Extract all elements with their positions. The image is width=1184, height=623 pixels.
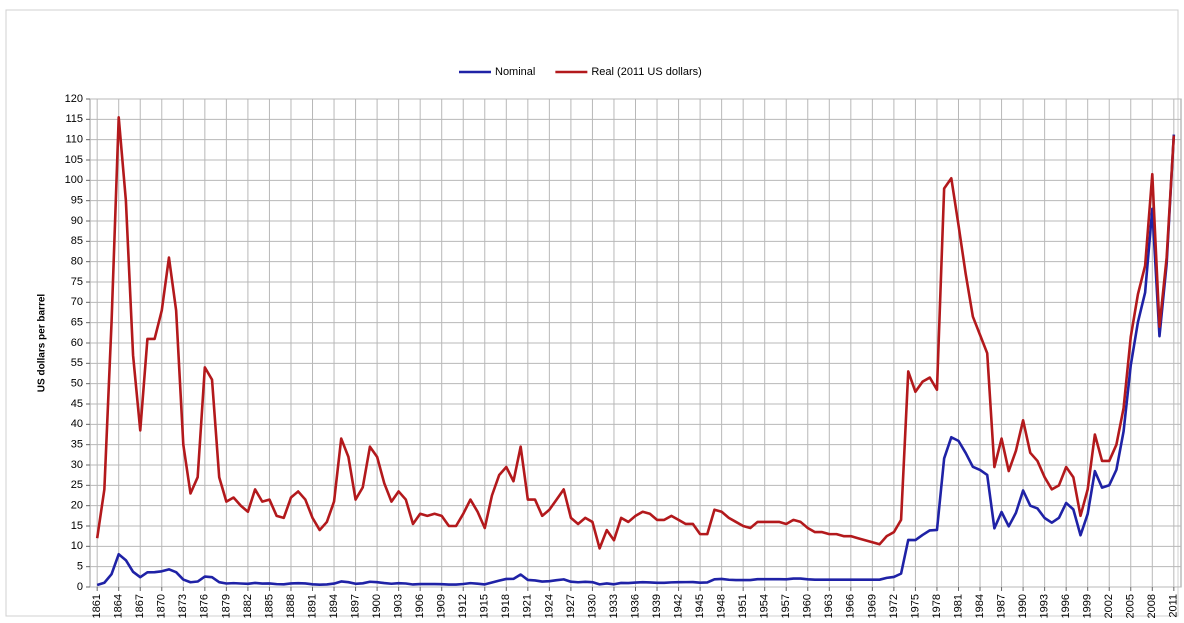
x-tick-label: 1873	[177, 594, 189, 618]
chart-frame	[5, 9, 1179, 617]
x-tick-label: 1990	[1017, 594, 1029, 618]
x-tick-label: 1876	[199, 594, 211, 618]
x-tick-label: 1888	[285, 594, 297, 618]
y-tick-label: 45	[71, 398, 83, 410]
x-tick-label: 1882	[242, 594, 254, 618]
x-tick-label: 1903	[393, 594, 405, 618]
x-tick-label: 1918	[500, 594, 512, 618]
x-tick-label: 2011	[1168, 594, 1180, 618]
x-tick-label: 2002	[1103, 594, 1115, 618]
y-axis-label: US dollars per barrel	[37, 294, 48, 393]
x-tick-label: 1945	[694, 594, 706, 618]
x-tick-label: 1906	[414, 594, 426, 618]
y-tick-label: 30	[71, 459, 83, 471]
x-tick-label: 1981	[952, 594, 964, 618]
y-tick-label: 25	[71, 479, 83, 491]
series-line	[95, 116, 1176, 550]
series-line	[96, 134, 1176, 587]
x-tick-label: 1942	[672, 594, 684, 618]
x-tick-label: 1897	[349, 594, 361, 618]
x-tick-label: 1870	[156, 594, 168, 618]
y-tick-label: 15	[71, 520, 83, 532]
x-tick-label: 1891	[306, 594, 318, 618]
y-tick-label: 115	[65, 113, 83, 125]
x-tick-label: 1936	[629, 594, 641, 618]
y-tick-label: 40	[71, 418, 83, 430]
y-tick-label: 80	[71, 256, 83, 268]
legend-label: Real (2011 US dollars)	[591, 66, 701, 78]
x-tick-label: 1978	[931, 594, 943, 618]
x-tick-label: 1912	[457, 594, 469, 618]
y-tick-label: 120	[65, 93, 83, 105]
x-tick-label: 1894	[328, 594, 340, 618]
x-tick-label: 1960	[802, 594, 814, 618]
x-tick-label: 1921	[522, 594, 534, 618]
x-tick-label: 1963	[823, 594, 835, 618]
y-tick-label: 100	[65, 174, 83, 186]
x-tick-label: 1987	[995, 594, 1007, 618]
y-tick-label: 35	[71, 439, 83, 451]
y-tick-label: 70	[71, 296, 83, 308]
y-tick-label: 75	[71, 276, 83, 288]
x-tick-label: 1861	[91, 594, 103, 618]
y-tick-label: 55	[71, 357, 83, 369]
x-tick-label: 1957	[780, 594, 792, 618]
x-tick-label: 1927	[565, 594, 577, 618]
y-tick-label: 65	[71, 317, 83, 329]
x-tick-label: 1966	[845, 594, 857, 618]
x-tick-label: 1972	[888, 594, 900, 618]
x-tick-label: 1909	[436, 594, 448, 618]
x-tick-label: 1864	[113, 594, 125, 618]
x-tick-label: 1984	[974, 594, 986, 618]
y-tick-label: 110	[65, 134, 83, 146]
x-tick-label: 1969	[866, 594, 878, 618]
y-tick-label: 95	[71, 195, 83, 207]
x-tick-label: 1939	[651, 594, 663, 618]
x-tick-label: 1954	[759, 594, 771, 618]
y-tick-label: 60	[71, 337, 83, 349]
x-tick-label: 1951	[737, 594, 749, 618]
x-tick-label: 1879	[220, 594, 232, 618]
x-tick-label: 2008	[1146, 594, 1158, 618]
x-tick-label: 1948	[716, 594, 728, 618]
x-tick-label: 1975	[909, 594, 921, 618]
y-tick-label: 85	[71, 235, 83, 247]
x-tick-label: 1885	[263, 594, 275, 618]
x-tick-label: 1996	[1060, 594, 1072, 618]
x-tick-label: 1900	[371, 594, 383, 618]
x-tick-label: 1915	[479, 594, 491, 618]
y-tick-label: 0	[77, 581, 83, 593]
y-tick-label: 5	[77, 561, 83, 573]
y-tick-label: 10	[71, 540, 83, 552]
x-tick-label: 1924	[543, 594, 555, 618]
x-tick-label: 2005	[1125, 594, 1137, 618]
y-tick-label: 90	[71, 215, 83, 227]
x-tick-label: 1993	[1039, 594, 1051, 618]
y-tick-label: 105	[65, 154, 83, 166]
x-tick-label: 1933	[608, 594, 620, 618]
y-tick-label: 20	[71, 500, 83, 512]
x-tick-label: 1999	[1082, 594, 1094, 618]
x-tick-label: 1930	[586, 594, 598, 618]
y-tick-label: 50	[71, 378, 83, 390]
legend-label: Nominal	[495, 66, 535, 78]
x-tick-label: 1867	[134, 594, 146, 618]
